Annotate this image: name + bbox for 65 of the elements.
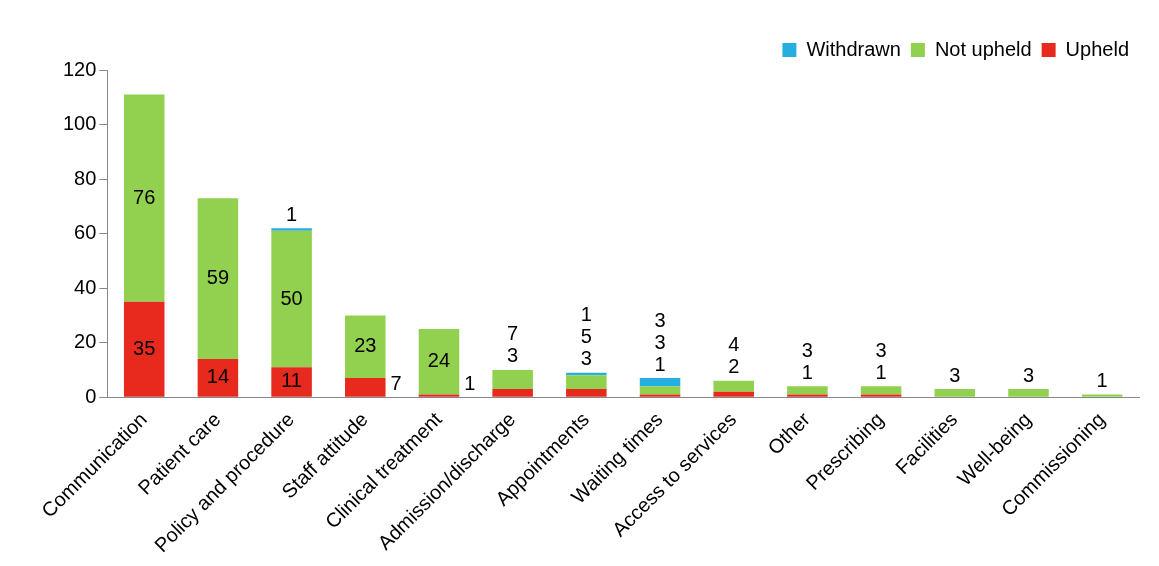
data-label: 3 xyxy=(507,344,519,367)
bar xyxy=(1081,394,1123,397)
data-label: 1 xyxy=(875,360,887,383)
bar xyxy=(713,391,754,397)
legend-label: Upheld xyxy=(1065,37,1130,60)
data-label: 14 xyxy=(206,365,230,388)
data-label: 3 xyxy=(654,308,666,331)
bar xyxy=(1008,388,1049,397)
bar xyxy=(639,378,681,387)
bar xyxy=(787,394,828,397)
y-tick-label: 20 xyxy=(74,330,97,353)
bar xyxy=(566,388,607,397)
data-label: 3 xyxy=(801,338,813,361)
y-tick-label: 60 xyxy=(74,221,97,244)
data-label: 1 xyxy=(580,303,592,326)
data-label: 4 xyxy=(728,333,740,356)
bar xyxy=(271,230,312,368)
data-label: 76 xyxy=(133,185,156,208)
data-label: 23 xyxy=(354,334,377,357)
bar xyxy=(860,394,902,397)
bar xyxy=(860,386,902,395)
data-label: 24 xyxy=(427,349,451,372)
data-label: 7 xyxy=(390,372,402,395)
y-tick-label: 80 xyxy=(74,166,97,189)
data-label: 3 xyxy=(1022,363,1035,386)
bar xyxy=(418,394,460,397)
legend-label: Withdrawn xyxy=(806,37,901,60)
data-label: 59 xyxy=(206,266,230,289)
y-tick-label: 40 xyxy=(74,275,97,298)
data-label: 1 xyxy=(286,202,298,225)
y-tick-label: 0 xyxy=(85,384,97,407)
data-label: 7 xyxy=(507,322,519,345)
data-label: 11 xyxy=(281,369,302,392)
data-label: 2 xyxy=(728,355,740,378)
data-label: 1 xyxy=(464,372,476,395)
bar xyxy=(271,228,312,231)
data-label: 1 xyxy=(801,360,813,383)
bar xyxy=(639,386,681,395)
data-label: 1 xyxy=(1096,368,1108,391)
data-label: 35 xyxy=(133,336,156,359)
bar xyxy=(123,94,165,302)
data-label: 5 xyxy=(580,325,592,348)
bar xyxy=(787,386,828,395)
data-label: 1 xyxy=(654,352,666,375)
y-tick-label: 120 xyxy=(62,57,97,80)
y-tick-label: 100 xyxy=(62,112,97,135)
bar xyxy=(492,369,533,389)
data-label: 3 xyxy=(949,363,961,386)
bar xyxy=(418,329,460,395)
bar xyxy=(197,198,239,359)
bar xyxy=(713,380,754,392)
bar xyxy=(271,367,312,397)
bar xyxy=(123,301,165,397)
bar xyxy=(492,388,533,397)
bar xyxy=(345,378,386,397)
bar xyxy=(566,375,607,389)
legend-label: Not upheld xyxy=(934,37,1032,60)
bar xyxy=(345,315,386,379)
bar xyxy=(934,388,976,397)
bar xyxy=(197,359,239,397)
data-label: 3 xyxy=(875,338,887,361)
data-label: 50 xyxy=(280,286,303,309)
bar xyxy=(639,394,681,397)
data-label: 3 xyxy=(580,347,592,370)
data-label: 3 xyxy=(654,330,666,353)
